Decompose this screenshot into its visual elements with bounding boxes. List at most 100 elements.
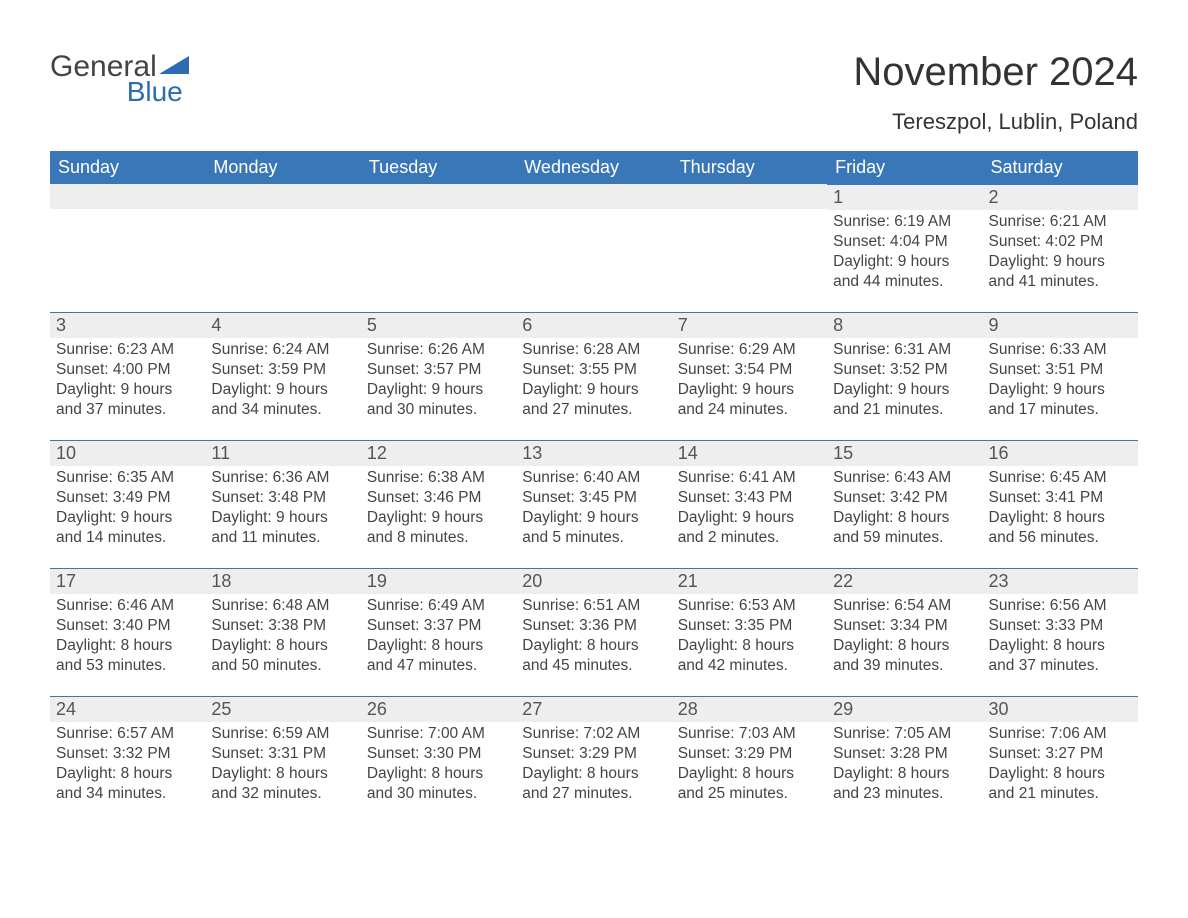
- calendar-cell: 16Sunrise: 6:45 AMSunset: 3:41 PMDayligh…: [983, 440, 1138, 568]
- day-number: 18: [205, 568, 360, 594]
- sunset-line: Sunset: 3:35 PM: [678, 616, 821, 636]
- day-number: 10: [50, 440, 205, 466]
- daylight-line: Daylight: 9 hours: [211, 508, 354, 528]
- sunset-line: Sunset: 3:37 PM: [367, 616, 510, 636]
- daylight-line: Daylight: 8 hours: [833, 508, 976, 528]
- sunset-line: Sunset: 3:38 PM: [211, 616, 354, 636]
- calendar-cell: 1Sunrise: 6:19 AMSunset: 4:04 PMDaylight…: [827, 184, 982, 312]
- sunrise-line: Sunrise: 6:28 AM: [522, 340, 665, 360]
- sunset-line: Sunset: 4:04 PM: [833, 232, 976, 252]
- day-number: 25: [205, 696, 360, 722]
- daylight-line: and 24 minutes.: [678, 400, 821, 420]
- day-header: Monday: [205, 151, 360, 184]
- day-number: 12: [361, 440, 516, 466]
- calendar-week-row: 3Sunrise: 6:23 AMSunset: 4:00 PMDaylight…: [50, 312, 1138, 440]
- sunset-line: Sunset: 3:57 PM: [367, 360, 510, 380]
- sunrise-line: Sunrise: 6:49 AM: [367, 596, 510, 616]
- daylight-line: and 5 minutes.: [522, 528, 665, 548]
- day-number: 9: [983, 312, 1138, 338]
- empty-day-bar: [672, 184, 827, 209]
- day-details: Sunrise: 6:24 AMSunset: 3:59 PMDaylight:…: [205, 338, 360, 421]
- day-details: Sunrise: 6:49 AMSunset: 3:37 PMDaylight:…: [361, 594, 516, 677]
- calendar-cell: 20Sunrise: 6:51 AMSunset: 3:36 PMDayligh…: [516, 568, 671, 696]
- day-number: 29: [827, 696, 982, 722]
- day-number: 24: [50, 696, 205, 722]
- page-title: November 2024: [853, 50, 1138, 95]
- logo-text-blue: Blue: [127, 76, 183, 108]
- calendar-cell: 13Sunrise: 6:40 AMSunset: 3:45 PMDayligh…: [516, 440, 671, 568]
- calendar-cell: [50, 184, 205, 312]
- calendar-cell: 4Sunrise: 6:24 AMSunset: 3:59 PMDaylight…: [205, 312, 360, 440]
- calendar-cell: 11Sunrise: 6:36 AMSunset: 3:48 PMDayligh…: [205, 440, 360, 568]
- calendar-cell: 9Sunrise: 6:33 AMSunset: 3:51 PMDaylight…: [983, 312, 1138, 440]
- calendar-cell: 3Sunrise: 6:23 AMSunset: 4:00 PMDaylight…: [50, 312, 205, 440]
- daylight-line: Daylight: 9 hours: [56, 380, 199, 400]
- sunset-line: Sunset: 3:30 PM: [367, 744, 510, 764]
- sunset-line: Sunset: 3:59 PM: [211, 360, 354, 380]
- sunset-line: Sunset: 3:49 PM: [56, 488, 199, 508]
- daylight-line: and 37 minutes.: [989, 656, 1132, 676]
- sunset-line: Sunset: 4:00 PM: [56, 360, 199, 380]
- daylight-line: Daylight: 8 hours: [367, 636, 510, 656]
- day-details: Sunrise: 6:26 AMSunset: 3:57 PMDaylight:…: [361, 338, 516, 421]
- daylight-line: and 47 minutes.: [367, 656, 510, 676]
- day-header: Wednesday: [516, 151, 671, 184]
- daylight-line: and 21 minutes.: [989, 784, 1132, 804]
- sunrise-line: Sunrise: 6:33 AM: [989, 340, 1132, 360]
- daylight-line: Daylight: 8 hours: [522, 636, 665, 656]
- title-block: November 2024 Tereszpol, Lublin, Poland: [853, 50, 1138, 135]
- daylight-line: and 27 minutes.: [522, 784, 665, 804]
- daylight-line: and 45 minutes.: [522, 656, 665, 676]
- daylight-line: and 23 minutes.: [833, 784, 976, 804]
- sunrise-line: Sunrise: 7:06 AM: [989, 724, 1132, 744]
- sunset-line: Sunset: 3:36 PM: [522, 616, 665, 636]
- calendar-cell: 29Sunrise: 7:05 AMSunset: 3:28 PMDayligh…: [827, 696, 982, 824]
- daylight-line: Daylight: 9 hours: [367, 508, 510, 528]
- calendar-cell: 6Sunrise: 6:28 AMSunset: 3:55 PMDaylight…: [516, 312, 671, 440]
- day-number: 28: [672, 696, 827, 722]
- day-number: 23: [983, 568, 1138, 594]
- day-number: 7: [672, 312, 827, 338]
- day-number: 6: [516, 312, 671, 338]
- day-header: Saturday: [983, 151, 1138, 184]
- daylight-line: and 42 minutes.: [678, 656, 821, 676]
- calendar-cell: 12Sunrise: 6:38 AMSunset: 3:46 PMDayligh…: [361, 440, 516, 568]
- header-row: General Blue November 2024 Tereszpol, Lu…: [50, 50, 1138, 135]
- logo: General Blue: [50, 50, 189, 108]
- day-number: 1: [827, 184, 982, 210]
- sunset-line: Sunset: 3:48 PM: [211, 488, 354, 508]
- day-details: Sunrise: 6:41 AMSunset: 3:43 PMDaylight:…: [672, 466, 827, 549]
- daylight-line: Daylight: 8 hours: [833, 764, 976, 784]
- sunrise-line: Sunrise: 6:19 AM: [833, 212, 976, 232]
- daylight-line: Daylight: 9 hours: [833, 380, 976, 400]
- sunrise-line: Sunrise: 6:48 AM: [211, 596, 354, 616]
- day-details: Sunrise: 6:59 AMSunset: 3:31 PMDaylight:…: [205, 722, 360, 805]
- calendar-cell: 18Sunrise: 6:48 AMSunset: 3:38 PMDayligh…: [205, 568, 360, 696]
- daylight-line: Daylight: 9 hours: [211, 380, 354, 400]
- calendar-cell: 23Sunrise: 6:56 AMSunset: 3:33 PMDayligh…: [983, 568, 1138, 696]
- day-header: Thursday: [672, 151, 827, 184]
- sunset-line: Sunset: 4:02 PM: [989, 232, 1132, 252]
- daylight-line: and 30 minutes.: [367, 400, 510, 420]
- sunset-line: Sunset: 3:40 PM: [56, 616, 199, 636]
- day-number: 22: [827, 568, 982, 594]
- calendar-cell: 21Sunrise: 6:53 AMSunset: 3:35 PMDayligh…: [672, 568, 827, 696]
- day-details: Sunrise: 6:36 AMSunset: 3:48 PMDaylight:…: [205, 466, 360, 549]
- daylight-line: and 21 minutes.: [833, 400, 976, 420]
- daylight-line: Daylight: 9 hours: [989, 252, 1132, 272]
- daylight-line: and 32 minutes.: [211, 784, 354, 804]
- day-details: Sunrise: 6:51 AMSunset: 3:36 PMDaylight:…: [516, 594, 671, 677]
- sunrise-line: Sunrise: 7:03 AM: [678, 724, 821, 744]
- calendar-cell: 19Sunrise: 6:49 AMSunset: 3:37 PMDayligh…: [361, 568, 516, 696]
- day-details: Sunrise: 7:05 AMSunset: 3:28 PMDaylight:…: [827, 722, 982, 805]
- sunrise-line: Sunrise: 6:45 AM: [989, 468, 1132, 488]
- daylight-line: and 37 minutes.: [56, 400, 199, 420]
- calendar-cell: [516, 184, 671, 312]
- daylight-line: Daylight: 9 hours: [989, 380, 1132, 400]
- day-details: Sunrise: 6:29 AMSunset: 3:54 PMDaylight:…: [672, 338, 827, 421]
- sunset-line: Sunset: 3:27 PM: [989, 744, 1132, 764]
- daylight-line: Daylight: 9 hours: [833, 252, 976, 272]
- daylight-line: Daylight: 8 hours: [678, 764, 821, 784]
- empty-day-bar: [361, 184, 516, 209]
- daylight-line: and 17 minutes.: [989, 400, 1132, 420]
